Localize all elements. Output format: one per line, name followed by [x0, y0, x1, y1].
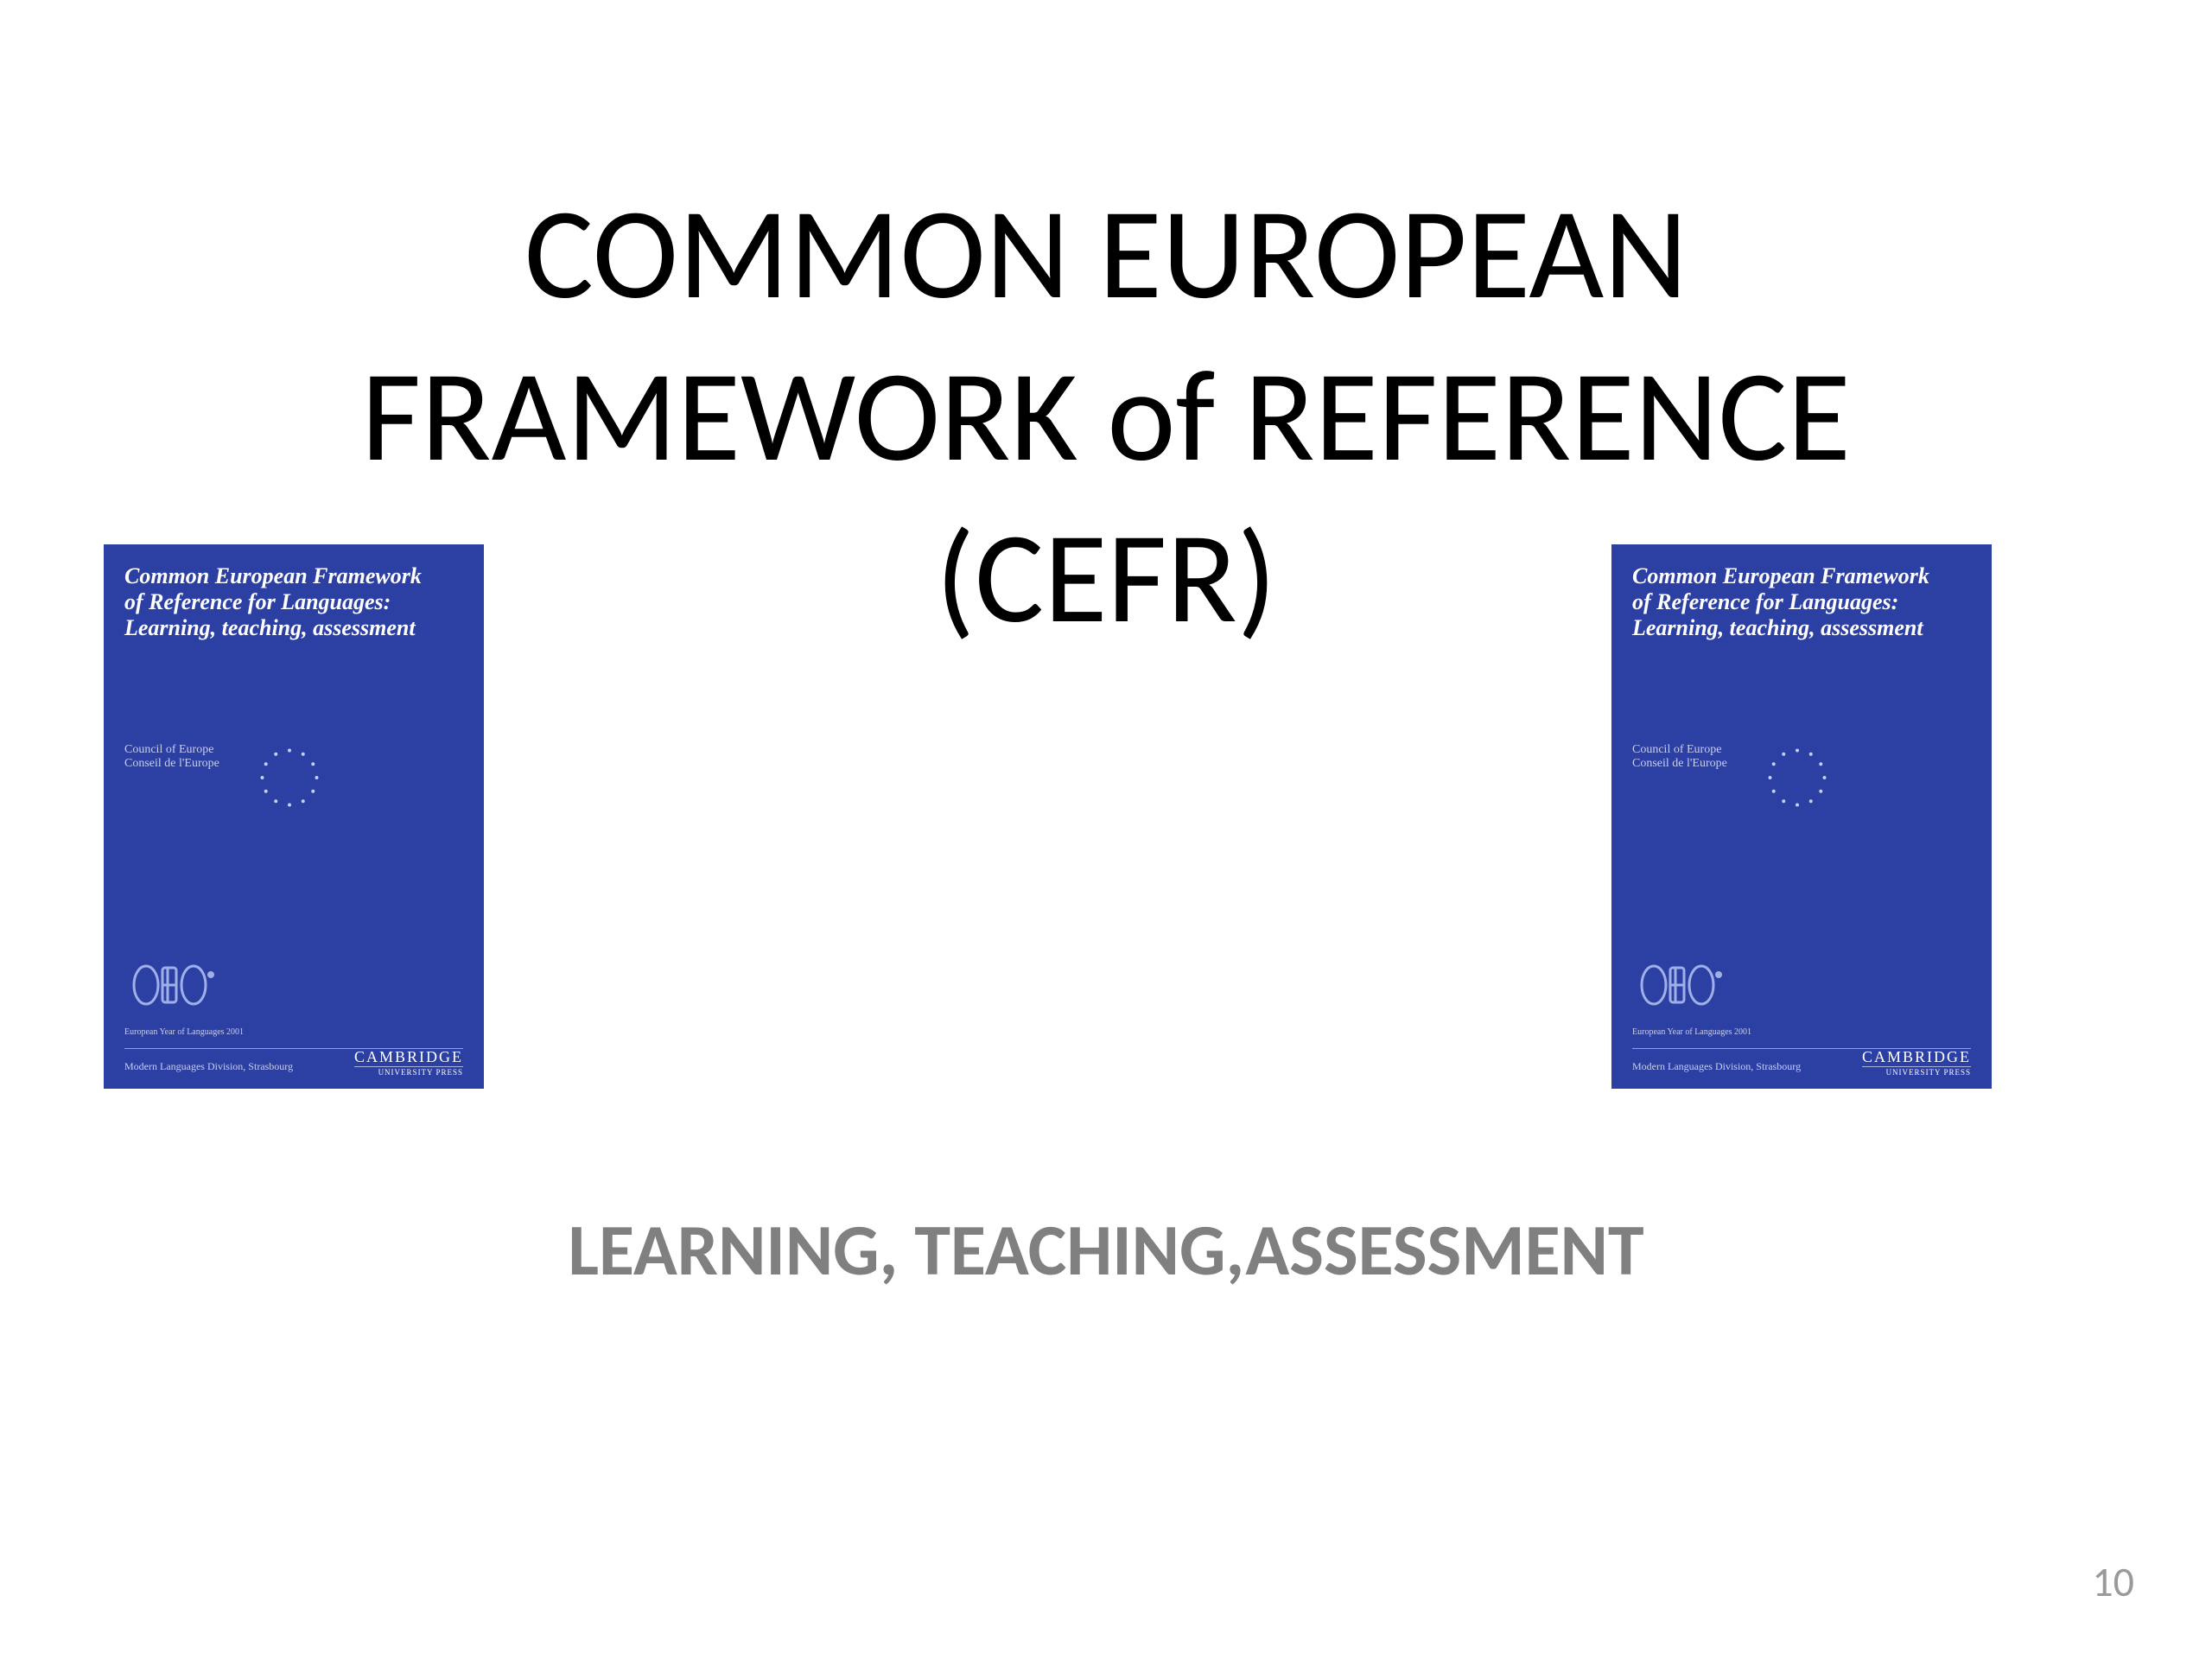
- book-cover-title-3: Learning, teaching, assessment: [124, 615, 463, 641]
- coe-line-1: Council of Europe: [124, 743, 219, 757]
- publisher-main: CAMBRIDGE: [354, 1048, 463, 1066]
- cover-publisher: CAMBRIDGE UNIVERSITY PRESS: [354, 1048, 463, 1077]
- book-cover-title-3: Learning, teaching, assessment: [1632, 615, 1971, 641]
- publisher-sub: UNIVERSITY PRESS: [354, 1066, 463, 1077]
- year-of-languages-icon: [1632, 959, 1727, 1011]
- book-cover-title-2: of Reference for Languages:: [124, 589, 463, 615]
- book-cover-title-1: Common European Framework: [1632, 563, 1971, 589]
- coe-line-2: Conseil de l'Europe: [124, 757, 219, 771]
- publisher-sub: UNIVERSITY PRESS: [1862, 1066, 1971, 1077]
- book-cover-left: Common European Framework of Reference f…: [104, 544, 484, 1089]
- coe-line-1: Council of Europe: [1632, 743, 1727, 757]
- council-of-europe-label: Council of Europe Conseil de l'Europe: [124, 743, 219, 771]
- council-of-europe-label: Council of Europe Conseil de l'Europe: [1632, 743, 1727, 771]
- publisher-main: CAMBRIDGE: [1862, 1048, 1971, 1066]
- year-of-languages-icon: [124, 959, 219, 1011]
- book-cover-title-1: Common European Framework: [124, 563, 463, 589]
- title-line-1: COMMON EUROPEAN: [0, 173, 2212, 335]
- book-cover-right: Common European Framework of Reference f…: [1611, 544, 1992, 1089]
- cover-footer-left: Modern Languages Division, Strasbourg: [1632, 1060, 1801, 1073]
- eu-stars-icon: [1758, 739, 1836, 817]
- year-banner-text: European Year of Languages 2001: [1632, 1027, 1751, 1037]
- page-number: 10: [2092, 1556, 2134, 1607]
- coe-line-2: Conseil de l'Europe: [1632, 757, 1727, 771]
- slide: COMMON EUROPEAN FRAMEWORK of REFERENCE (…: [0, 0, 2212, 1659]
- cover-footer-left: Modern Languages Division, Strasbourg: [124, 1060, 293, 1073]
- slide-subtitle: LEARNING, TEACHING,ASSESSMENT: [0, 1205, 2212, 1294]
- eu-stars-icon: [251, 739, 328, 817]
- year-banner-text: European Year of Languages 2001: [124, 1027, 244, 1037]
- title-line-2: FRAMEWORK of REFERENCE: [0, 335, 2212, 498]
- cover-publisher: CAMBRIDGE UNIVERSITY PRESS: [1862, 1048, 1971, 1077]
- book-cover-title-2: of Reference for Languages:: [1632, 589, 1971, 615]
